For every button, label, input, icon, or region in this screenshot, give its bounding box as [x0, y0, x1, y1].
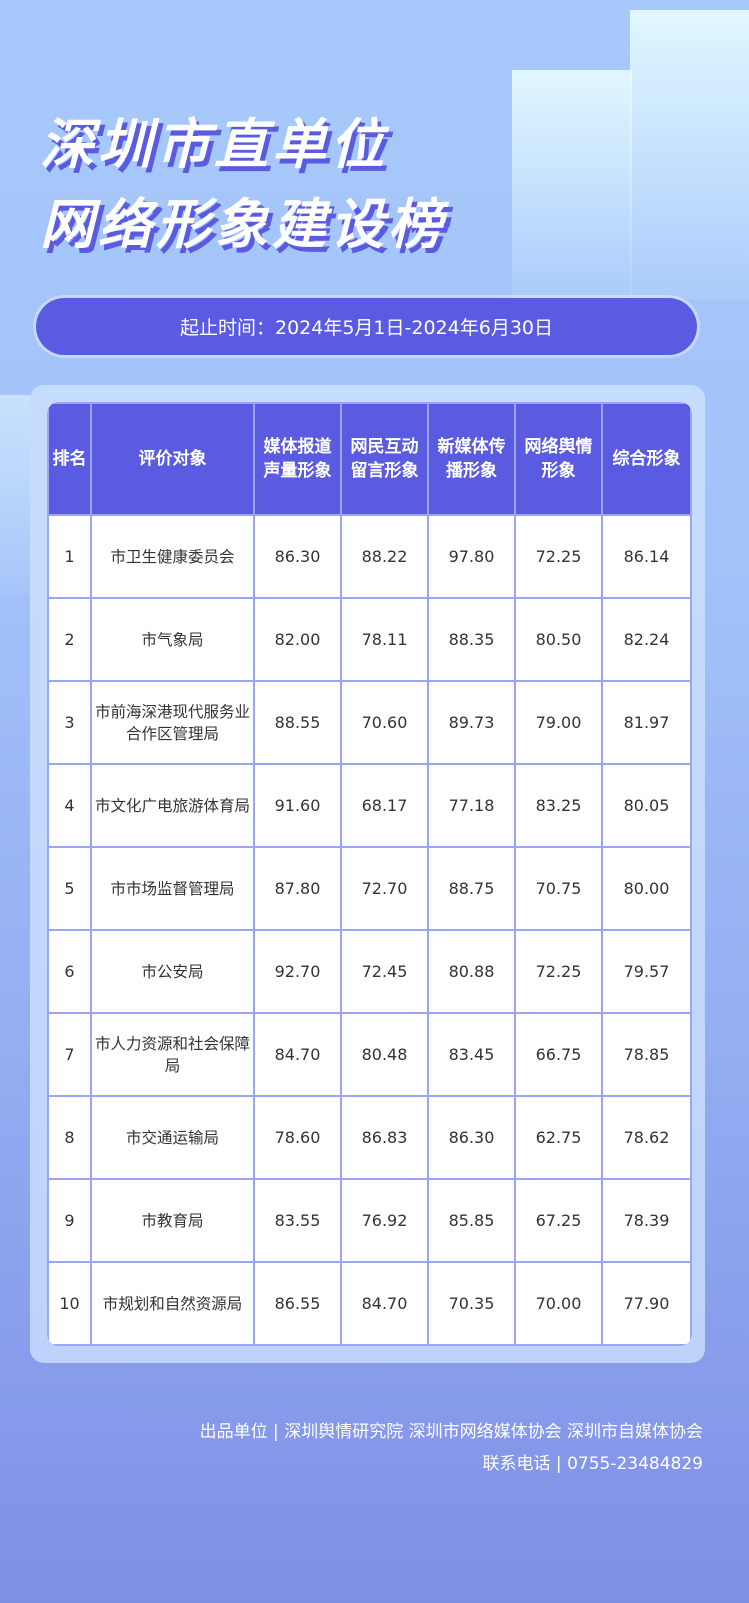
- netizen-score-cell: 80.48: [340, 1012, 429, 1097]
- newmedia-score-cell: 80.88: [427, 929, 516, 1014]
- netizen-score-cell: 88.22: [340, 514, 429, 599]
- media-score-cell: 86.55: [253, 1261, 342, 1346]
- newmedia-score-cell: 70.35: [427, 1261, 516, 1346]
- table-row: 3 市前海深港现代服务业合作区管理局 88.55 70.60 89.73 79.00 81.…: [47, 680, 692, 765]
- unit-name-cell: 市公安局: [90, 929, 255, 1014]
- newmedia-score-cell: 85.85: [427, 1178, 516, 1263]
- table-row: 5 市市场监督管理局 87.80 72.70 88.75 70.75 80.00: [47, 846, 692, 931]
- rank-cell: 3: [47, 680, 92, 765]
- table-row: 6 市公安局 92.70 72.45 80.88 72.25 79.57: [47, 929, 692, 1014]
- newmedia-score-cell: 88.75: [427, 846, 516, 931]
- media-score-cell: 91.60: [253, 763, 342, 848]
- unit-name-cell: 市规划和自然资源局: [90, 1261, 255, 1346]
- decor-building: [512, 70, 632, 300]
- media-score-cell: 86.30: [253, 514, 342, 599]
- media-score-cell: 82.00: [253, 597, 342, 682]
- table-row: 8 市交通运输局 78.60 86.83 86.30 62.75 78.62: [47, 1095, 692, 1180]
- netizen-score-cell: 72.45: [340, 929, 429, 1014]
- opinion-score-cell: 62.75: [514, 1095, 603, 1180]
- opinion-score-cell: 72.25: [514, 514, 603, 599]
- column-header: 网民互动留言形象: [340, 402, 429, 516]
- media-score-cell: 87.80: [253, 846, 342, 931]
- unit-name-cell: 市交通运输局: [90, 1095, 255, 1180]
- netizen-score-cell: 78.11: [340, 597, 429, 682]
- footer-producer: 出品单位 | 深圳舆情研究院 深圳市网络媒体协会 深圳市自媒体协会: [199, 1422, 703, 1442]
- overall-score-cell: 78.62: [601, 1095, 692, 1180]
- netizen-score-cell: 86.83: [340, 1095, 429, 1180]
- unit-name-cell: 市卫生健康委员会: [90, 514, 255, 599]
- table-row: 10 市规划和自然资源局 86.55 84.70 70.35 70.00 77.90: [47, 1261, 692, 1346]
- overall-score-cell: 79.57: [601, 929, 692, 1014]
- column-header: 新媒体传播形象: [427, 402, 516, 516]
- opinion-score-cell: 67.25: [514, 1178, 603, 1263]
- opinion-score-cell: 80.50: [514, 597, 603, 682]
- newmedia-score-cell: 89.73: [427, 680, 516, 765]
- footer-phone: 联系电话 | 0755-23484829: [482, 1454, 703, 1474]
- rank-cell: 5: [47, 846, 92, 931]
- table-row: 9 市教育局 83.55 76.92 85.85 67.25 78.39: [47, 1178, 692, 1263]
- column-header: 评价对象: [90, 402, 255, 516]
- opinion-score-cell: 83.25: [514, 763, 603, 848]
- rank-cell: 10: [47, 1261, 92, 1346]
- unit-name-cell: 市文化广电旅游体育局: [90, 763, 255, 848]
- newmedia-score-cell: 77.18: [427, 763, 516, 848]
- rank-cell: 2: [47, 597, 92, 682]
- rank-cell: 4: [47, 763, 92, 848]
- unit-name-cell: 市前海深港现代服务业合作区管理局: [90, 680, 255, 765]
- newmedia-score-cell: 83.45: [427, 1012, 516, 1097]
- date-range: 起止时间：2024年5月1日-2024年6月30日: [36, 298, 697, 355]
- overall-score-cell: 80.05: [601, 763, 692, 848]
- media-score-cell: 84.70: [253, 1012, 342, 1097]
- table-header-row: 排名 评价对象 媒体报道声量形象 网民互动留言形象 新媒体传播形象 网络舆情形象 综合形象: [47, 402, 692, 516]
- rank-cell: 1: [47, 514, 92, 599]
- newmedia-score-cell: 97.80: [427, 514, 516, 599]
- unit-name-cell: 市市场监督管理局: [90, 846, 255, 931]
- overall-score-cell: 81.97: [601, 680, 692, 765]
- netizen-score-cell: 72.70: [340, 846, 429, 931]
- page-title-line1: 深圳市直单位: [40, 113, 388, 176]
- table-row: 2 市气象局 82.00 78.11 88.35 80.50 82.24: [47, 597, 692, 682]
- page-title-line2: 网络形象建设榜: [40, 193, 446, 256]
- netizen-score-cell: 70.60: [340, 680, 429, 765]
- opinion-score-cell: 72.25: [514, 929, 603, 1014]
- overall-score-cell: 78.39: [601, 1178, 692, 1263]
- media-score-cell: 92.70: [253, 929, 342, 1014]
- table-row: 7 市人力资源和社会保障局 84.70 80.48 83.45 66.75 78.85: [47, 1012, 692, 1097]
- unit-name-cell: 市人力资源和社会保障局: [90, 1012, 255, 1097]
- opinion-score-cell: 70.00: [514, 1261, 603, 1346]
- rank-cell: 9: [47, 1178, 92, 1263]
- table-row: 1 市卫生健康委员会 86.30 88.22 97.80 72.25 86.14: [47, 514, 692, 599]
- column-header: 网络舆情形象: [514, 402, 603, 516]
- column-header: 媒体报道声量形象: [253, 402, 342, 516]
- overall-score-cell: 86.14: [601, 514, 692, 599]
- decor-building: [0, 395, 30, 595]
- media-score-cell: 88.55: [253, 680, 342, 765]
- media-score-cell: 78.60: [253, 1095, 342, 1180]
- overall-score-cell: 77.90: [601, 1261, 692, 1346]
- rank-cell: 8: [47, 1095, 92, 1180]
- rank-cell: 7: [47, 1012, 92, 1097]
- netizen-score-cell: 76.92: [340, 1178, 429, 1263]
- rank-cell: 6: [47, 929, 92, 1014]
- decor-building: [630, 10, 749, 300]
- ranking-table: 排名 评价对象 媒体报道声量形象 网民互动留言形象 新媒体传播形象 网络舆情形象 综合形象 …: [47, 402, 692, 1346]
- netizen-score-cell: 84.70: [340, 1261, 429, 1346]
- opinion-score-cell: 79.00: [514, 680, 603, 765]
- overall-score-cell: 78.85: [601, 1012, 692, 1097]
- unit-name-cell: 市气象局: [90, 597, 255, 682]
- overall-score-cell: 80.00: [601, 846, 692, 931]
- newmedia-score-cell: 88.35: [427, 597, 516, 682]
- table-row: 4 市文化广电旅游体育局 91.60 68.17 77.18 83.25 80.05: [47, 763, 692, 848]
- opinion-score-cell: 70.75: [514, 846, 603, 931]
- overall-score-cell: 82.24: [601, 597, 692, 682]
- column-header: 综合形象: [601, 402, 692, 516]
- media-score-cell: 83.55: [253, 1178, 342, 1263]
- newmedia-score-cell: 86.30: [427, 1095, 516, 1180]
- opinion-score-cell: 66.75: [514, 1012, 603, 1097]
- netizen-score-cell: 68.17: [340, 763, 429, 848]
- unit-name-cell: 市教育局: [90, 1178, 255, 1263]
- column-header: 排名: [47, 402, 92, 516]
